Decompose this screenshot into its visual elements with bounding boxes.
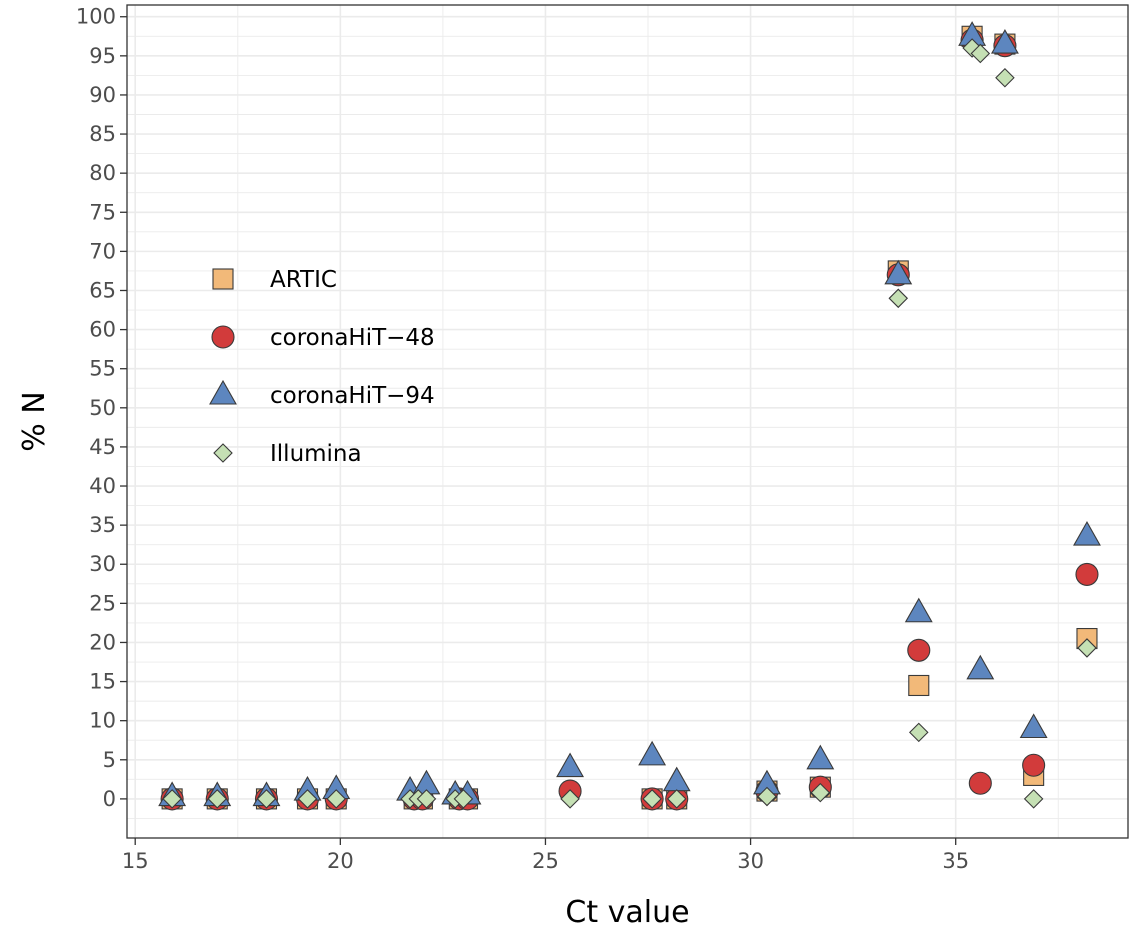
legend-entry: Illumina [213,441,362,467]
legend-entry: coronaHiT−48 [211,325,435,351]
data-point [884,259,913,285]
data-point [995,67,1015,88]
x-tick-label: 30 [737,849,764,873]
y-axis-title: % N [17,391,52,451]
data-point [666,789,687,809]
data-point [1019,713,1048,739]
y-tick-label: 0 [103,787,116,811]
data-point [162,789,182,809]
y-tick-label: 15 [89,670,116,694]
legend-entry: coronaHiT−94 [209,379,435,409]
y-tick-label: 75 [89,200,116,224]
data-point [1022,753,1046,777]
data-point [207,789,228,809]
y-tick-label: 80 [89,161,116,185]
data-point [1023,789,1044,809]
data-point [990,28,1019,54]
legend-label: coronaHiT−48 [270,325,435,351]
data-point [888,288,909,309]
data-point [560,789,580,809]
data-point [638,740,667,766]
x-tick-label: 15 [122,849,149,873]
data-point [1073,520,1101,546]
y-tick-label: 85 [89,122,116,146]
data-point [642,789,662,809]
legend-key [213,443,233,463]
data-point [556,752,585,778]
y-tick-label: 40 [89,474,116,498]
legend: ARTIC coronaHiT−48 coronaHiT−94 Illumina [209,267,435,467]
y-tick-label: 25 [89,591,116,615]
data-point [907,638,931,662]
y-tick-label: 5 [103,748,116,772]
y-tick-label: 20 [89,630,116,654]
data-points [158,21,1101,811]
y-tick-label: 60 [89,318,116,342]
data-point [757,786,777,807]
series-square [161,25,1098,810]
data-point [806,744,835,770]
data-point [968,771,992,795]
legend-key [209,379,237,405]
data-point [810,782,831,803]
data-point [256,789,277,809]
series-circle [160,28,1099,811]
data-point [966,654,995,680]
data-point [1075,562,1099,586]
grid [127,5,1128,838]
y-tick-label: 55 [89,357,116,381]
legend-key [212,268,234,290]
data-point [297,789,318,809]
series-triangle [158,21,1101,807]
plot-panel-border [126,4,1129,839]
data-point [453,789,474,809]
series-diamond [162,38,1097,809]
y-tick-label: 30 [89,552,116,576]
data-point [1077,638,1097,658]
y-tick-label: 100 [76,5,116,29]
x-tick-label: 35 [942,849,969,873]
y-tick-label: 65 [89,278,116,302]
data-point [908,674,930,697]
legend-label: coronaHiT−94 [270,383,435,409]
x-axis-title: Ct value [565,895,689,930]
legend-label: ARTIC [270,267,337,293]
y-tick-label: 10 [89,709,116,733]
data-point [326,789,347,809]
data-point [908,722,929,743]
axes: 15 20 25 30 35 0 5 10 15 20 25 30 35 40 45 50 55 60 65 70 75… [76,5,969,873]
legend-label: Illumina [270,441,362,467]
legend-key [211,325,235,349]
legend-entry: ARTIC [212,267,337,293]
x-tick-label: 20 [327,849,354,873]
y-tick-label: 50 [89,396,116,420]
x-tick-label: 25 [532,849,559,873]
data-point [904,597,933,623]
y-tick-label: 35 [89,513,116,537]
y-tick-label: 70 [89,239,116,263]
y-tick-label: 95 [89,44,116,68]
y-tick-label: 45 [89,435,116,459]
y-tick-label: 90 [89,83,116,107]
data-point [416,789,437,809]
data-point [970,43,991,64]
